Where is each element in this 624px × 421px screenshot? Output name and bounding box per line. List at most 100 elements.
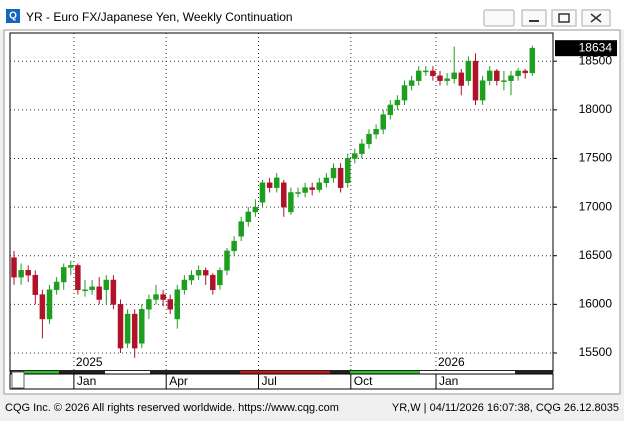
candle-body [309,187,315,190]
candle-body [408,80,415,86]
candle-body [110,279,117,305]
candle-body [195,270,202,276]
candle-body [401,85,408,101]
candle-body [387,104,394,115]
candle-body [25,270,31,276]
candle-body [259,182,266,203]
year-label: 2026 [438,355,465,369]
y-tick-label: 17000 [579,199,613,213]
candle-body [288,192,294,213]
x-tick-label: Apr [169,374,188,388]
candle-body [337,167,344,188]
candle-body [117,304,124,349]
session-bar-segment [420,371,515,374]
candle-body [188,274,195,281]
candle-body [89,286,95,291]
candle-body [11,257,17,278]
app-icon [6,9,20,23]
y-tick-label: 16500 [579,248,613,262]
candle-body [323,177,330,184]
session-bar-segment [24,371,59,374]
candle-body [53,281,60,291]
candle-body [273,177,280,188]
candle-body [529,47,536,74]
candle-body [437,75,443,81]
session-bar-segment [240,371,330,374]
x-tick-label: Oct [354,374,373,388]
candle-body [316,182,323,190]
footer-left: CQG Inc. © 2026 All rights reserved worl… [5,402,339,414]
candle-body [415,70,422,81]
candle-body [501,80,507,82]
candle-body [210,274,216,291]
candle-body [153,294,159,300]
candle-body [430,70,436,77]
x-tick-label: Jan [439,374,458,388]
y-tick-label: 17500 [579,151,613,165]
candle-body [202,270,209,276]
candle-body [231,240,237,252]
candle-body [160,294,166,300]
candle-body [458,72,465,86]
candle-body [68,265,74,268]
candle-body [238,221,244,237]
candle-body [75,265,81,291]
y-tick-label: 15500 [579,345,613,359]
candle-body [266,182,273,188]
candle-body [131,313,138,349]
candle-body [423,70,429,73]
window-title: YR - Euro FX/Japanese Yen, Weekly Contin… [26,10,293,24]
candle-body [82,289,88,292]
candle-body [181,279,188,291]
candle-body [451,72,457,79]
x-tick-label: Jan [77,374,96,388]
candle-body [18,270,24,278]
candle-body [522,70,528,74]
candle-body [380,114,386,130]
candle-body [330,167,337,179]
candle-body [139,308,145,344]
candle-body [32,274,39,295]
maximize-icon [558,13,570,23]
candle-body [96,286,102,300]
candle-body [373,129,379,135]
maximize-button[interactable] [551,9,577,27]
scroll-handle[interactable] [11,371,25,389]
candle-body [281,182,287,208]
candle-body [245,211,252,222]
candle-body [366,133,372,145]
candle-body [486,70,493,81]
last-price-label: 18634 [579,40,613,54]
candle-body [515,70,521,77]
candle-body [508,75,514,81]
x-tick-label: Jul [262,374,277,388]
last-price-box [555,40,617,57]
candle-body [359,143,365,154]
candle-body [295,192,301,194]
candle-body [224,250,230,271]
minimize-button[interactable] [521,9,547,27]
y-tick-label: 16000 [579,297,613,311]
candle-body [124,313,131,344]
candle-body [302,187,308,193]
candle-body [103,279,110,291]
candle-body [465,60,472,81]
close-icon [590,13,602,23]
title-bar [0,0,624,30]
candle-body [217,270,223,286]
link-button[interactable] [483,9,515,27]
candle-body [479,80,486,101]
candle-body [146,299,152,310]
plot: 15500 16000 16500 17000 17500 18000 18500 Jan 20… [10,33,617,389]
app-icon-glyph: Q [9,11,17,22]
y-tick-label: 18500 [579,53,613,67]
session-bar-segment [350,371,420,374]
year-label: 2025 [76,355,103,369]
candle-body [167,299,173,310]
candle-body [444,78,450,81]
candle-body [494,70,500,81]
candle-body [39,294,46,320]
candle-body [46,289,53,320]
candle-body [252,206,259,213]
y-tick-label: 18000 [579,102,613,116]
